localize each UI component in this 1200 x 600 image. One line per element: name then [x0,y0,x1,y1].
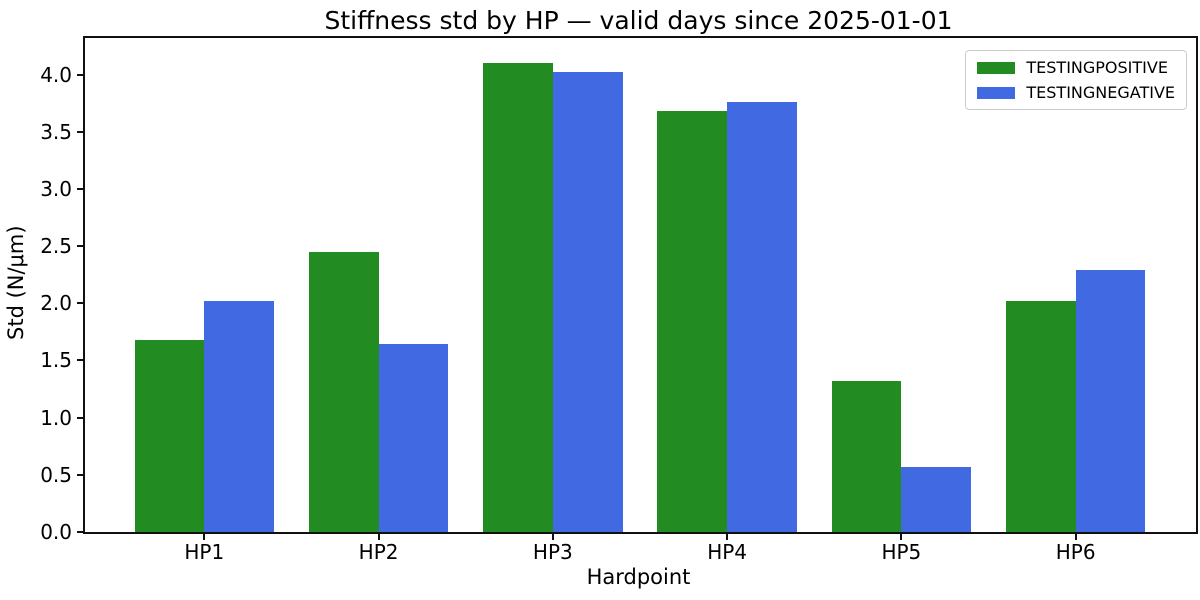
y-tick-mark [77,73,83,76]
x-tick-mark [1074,534,1077,540]
bar-testingnegative-hp5 [901,466,972,532]
bar-testingnegative-hp1 [204,301,274,532]
bar-testingnegative-hp2 [378,344,449,532]
bar-testingpositive-hp5 [831,381,902,532]
bar-testingnegative-hp3 [552,72,623,532]
y-tick-label: 2.0 [40,291,72,316]
y-tick-mark [77,531,83,533]
x-tick-label-hp4: HP4 [707,540,748,564]
y-tick-label: 1.5 [40,348,72,373]
y-tick-mark [77,302,83,305]
legend-label: TESTINGPOSITIVE [1026,58,1168,77]
y-tick-mark [77,187,83,190]
x-tick-label-hp6: HP6 [1055,540,1096,564]
bar-testingpositive-hp2 [308,251,379,532]
plot-area: 0.0 0.5 1.0 1.5 2.0 2.5 3.0 3.5 4.0 HP1 HP2 HP3 HP4… [40,36,1198,564]
y-tick-label: 0.5 [40,462,72,487]
bar-testingpositive-hp6 [1005,301,1076,532]
x-tick-mark [900,534,903,540]
legend-item-testingnegative: TESTINGNEGATIVE [977,83,1175,102]
x-tick-label-hp5: HP5 [881,540,922,564]
x-tick-label-hp3: HP3 [532,540,573,564]
bar-testingpositive-hp1 [134,339,205,532]
y-tick-label: 4.0 [40,62,72,87]
y-tick-label: 2.5 [40,234,72,259]
legend: TESTINGPOSITIVE TESTINGNEGATIVE [965,50,1187,110]
legend-item-testingpositive: TESTINGPOSITIVE [977,58,1175,77]
y-tick-label: 3.0 [40,176,72,201]
bar-testingpositive-hp3 [483,63,553,532]
y-axis-label: Std (N/μm) [4,225,28,341]
y-tick-mark [77,245,83,248]
legend-swatch-testingnegative [977,86,1016,99]
x-axis-label: Hardpoint [586,565,691,589]
y-tick-mark [77,130,83,133]
x-tick-label-hp1: HP1 [184,540,225,564]
chart-title: Stiffness std by HP — valid days since 2… [324,6,953,35]
x-tick-mark [377,534,380,540]
y-tick-label: 0.0 [40,520,72,544]
x-tick-mark [726,534,729,540]
legend-label: TESTINGNEGATIVE [1026,83,1175,102]
x-tick-label-hp2: HP2 [358,540,399,564]
y-tick-mark [77,416,83,419]
bar-testingpositive-hp4 [657,111,728,532]
bar-testingnegative-hp4 [727,102,797,532]
y-tick-mark [77,473,83,476]
bar-testingnegative-hp6 [1075,270,1146,532]
y-tick-label: 3.5 [40,119,72,144]
y-tick-mark [77,359,83,362]
x-tick-mark [203,534,206,540]
x-tick-mark [551,534,554,540]
y-tick-label: 1.0 [40,405,72,430]
legend-swatch-testingpositive [977,61,1016,74]
